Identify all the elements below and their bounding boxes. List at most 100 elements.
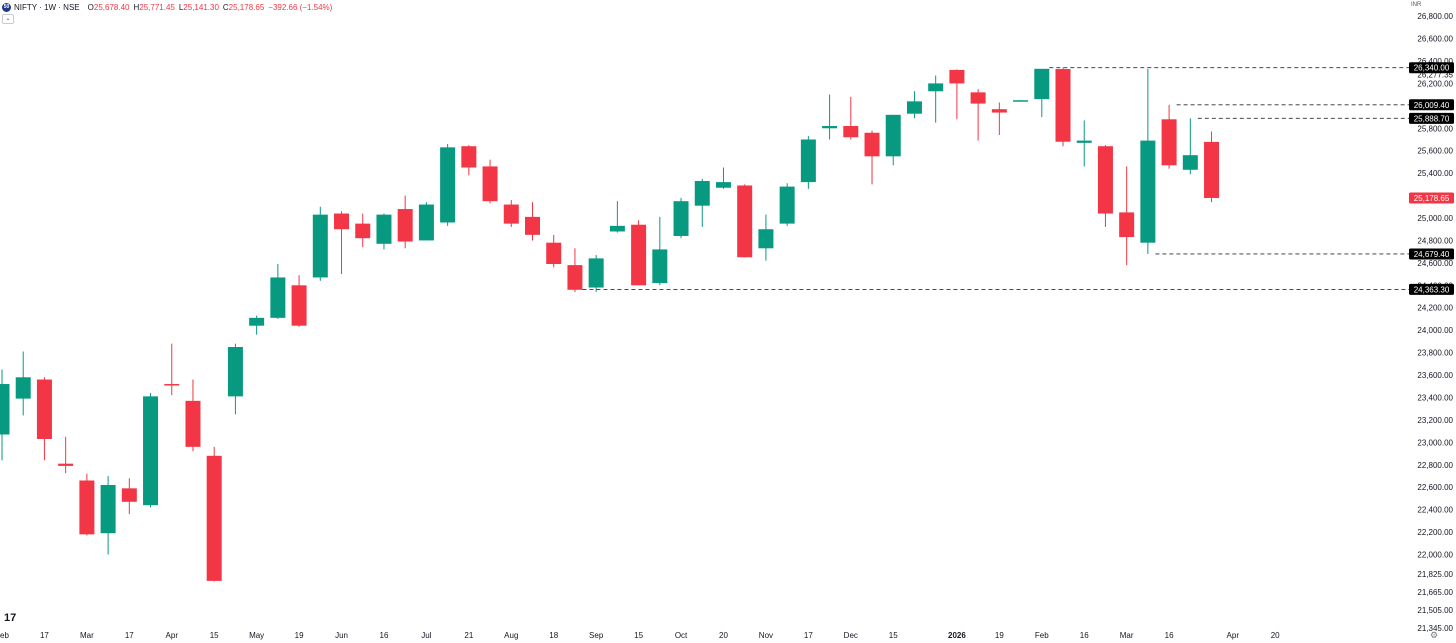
close-value: 25,178.65 <box>228 2 265 12</box>
candle-body <box>928 83 944 92</box>
y-tick-label: 26,200.00 <box>1417 79 1453 88</box>
symbol-title[interactable]: NIFTY · 1W · NSE <box>14 2 80 12</box>
level-price-label: 26,340.00 <box>1414 64 1450 73</box>
y-axis-marker-label: 26,277.35 <box>1417 71 1453 80</box>
y-tick-label: 24,600.00 <box>1417 259 1453 268</box>
y-tick-label: 22,600.00 <box>1417 483 1453 492</box>
candle-body <box>715 182 731 188</box>
candle-body <box>1076 140 1092 143</box>
candle-body <box>376 214 392 244</box>
chart-legend: 50 NIFTY · 1W · NSE O 25,678.40 H 25,771… <box>2 1 332 13</box>
candle-body <box>991 109 1007 113</box>
y-tick-label: 21,345.00 <box>1417 624 1453 633</box>
candle-body <box>1034 68 1050 100</box>
candle-body <box>800 139 816 183</box>
high-label: H <box>133 2 140 12</box>
x-tick-label: Aug <box>504 631 518 640</box>
candle-body <box>355 223 371 239</box>
candle-body <box>906 101 922 114</box>
y-tick-label: 21,825.00 <box>1417 570 1453 579</box>
level-price-label: 24,363.30 <box>1414 285 1450 294</box>
candle-body <box>609 225 625 232</box>
level-price-tag <box>1409 112 1454 124</box>
x-tick-label: Apr <box>1227 631 1240 640</box>
open-label: O <box>87 2 94 12</box>
candle-body <box>0 384 10 435</box>
candle-body <box>206 455 222 581</box>
x-tick-label: 19 <box>295 631 304 640</box>
x-tick-label: Jun <box>335 631 348 640</box>
x-tick-label: Nov <box>759 631 773 640</box>
x-tick-label: 19 <box>995 631 1004 640</box>
candle-body <box>143 396 159 506</box>
candle-body <box>482 166 498 202</box>
candle-body <box>79 480 95 535</box>
x-tick-label: 15 <box>634 631 643 640</box>
x-tick-label: 15 <box>210 631 219 640</box>
candle-body <box>673 201 689 236</box>
y-tick-label: 26,400.00 <box>1417 57 1453 66</box>
candle-body <box>291 285 307 326</box>
x-tick-label: 18 <box>549 631 558 640</box>
y-tick-label: 22,200.00 <box>1417 528 1453 537</box>
y-tick-label: 24,000.00 <box>1417 326 1453 335</box>
level-price-label: 25,888.70 <box>1414 114 1450 123</box>
last-price-tag <box>1409 192 1454 204</box>
x-tick-label: Sep <box>589 631 604 640</box>
candle-body <box>1161 119 1177 166</box>
candle-body <box>758 229 774 249</box>
candle-body <box>1140 140 1156 243</box>
candle-body <box>694 180 710 206</box>
x-tick-label: Jul <box>421 631 431 640</box>
y-tick-label: 21,665.00 <box>1417 588 1453 597</box>
x-tick-label: 16 <box>380 631 389 640</box>
candle-body <box>461 146 477 168</box>
candle-body <box>822 126 838 129</box>
gear-icon[interactable]: ⚙ <box>1430 630 1439 640</box>
candle-body <box>1055 69 1071 142</box>
candle-body <box>949 69 965 84</box>
level-price-tag <box>1409 248 1454 260</box>
y-tick-label: 23,600.00 <box>1417 371 1453 380</box>
candle-body <box>418 204 434 241</box>
candle-body <box>164 384 180 386</box>
y-tick-label: 26,800.00 <box>1417 12 1453 21</box>
y-tick-label: 25,600.00 <box>1417 147 1453 156</box>
candle-body <box>185 400 201 447</box>
candle-body <box>121 488 137 502</box>
tradingview-logo[interactable]: 17 <box>4 612 17 624</box>
candle-body <box>652 249 668 284</box>
candle-body <box>843 126 859 138</box>
candle-body <box>36 379 52 439</box>
candle-body <box>1119 212 1135 238</box>
x-tick-label: 16 <box>1165 631 1174 640</box>
x-tick-label: 2026 <box>948 631 966 640</box>
candle-body <box>631 224 647 286</box>
y-tick-label: 24,200.00 <box>1417 304 1453 313</box>
candle-body <box>334 213 350 230</box>
close-label: C <box>222 2 229 12</box>
candle-body <box>249 317 265 326</box>
candle-body <box>440 147 456 223</box>
candle-body <box>503 204 519 224</box>
x-tick-label: 20 <box>719 631 728 640</box>
candle-body <box>567 265 583 290</box>
candle-body <box>227 347 243 397</box>
level-price-label: 26,009.40 <box>1414 101 1450 110</box>
x-tick-label: 21 <box>464 631 473 640</box>
change-value: −392.66 (−1.54%) <box>268 2 333 12</box>
y-tick-label: 21,505.00 <box>1417 606 1453 615</box>
low-label: L <box>178 2 184 12</box>
candle-body <box>15 377 31 399</box>
level-price-tag <box>1409 99 1454 111</box>
candle-body <box>588 258 604 288</box>
x-tick-label: Apr <box>166 631 179 640</box>
chevron-down-icon[interactable]: ⌄ <box>2 14 14 24</box>
x-tick-label: May <box>249 631 264 640</box>
candle-body <box>737 185 753 258</box>
high-value: 25,771.45 <box>139 2 175 12</box>
y-tick-label: 25,400.00 <box>1417 169 1453 178</box>
candle-body <box>270 277 286 318</box>
y-tick-label: 23,400.00 <box>1417 393 1453 402</box>
